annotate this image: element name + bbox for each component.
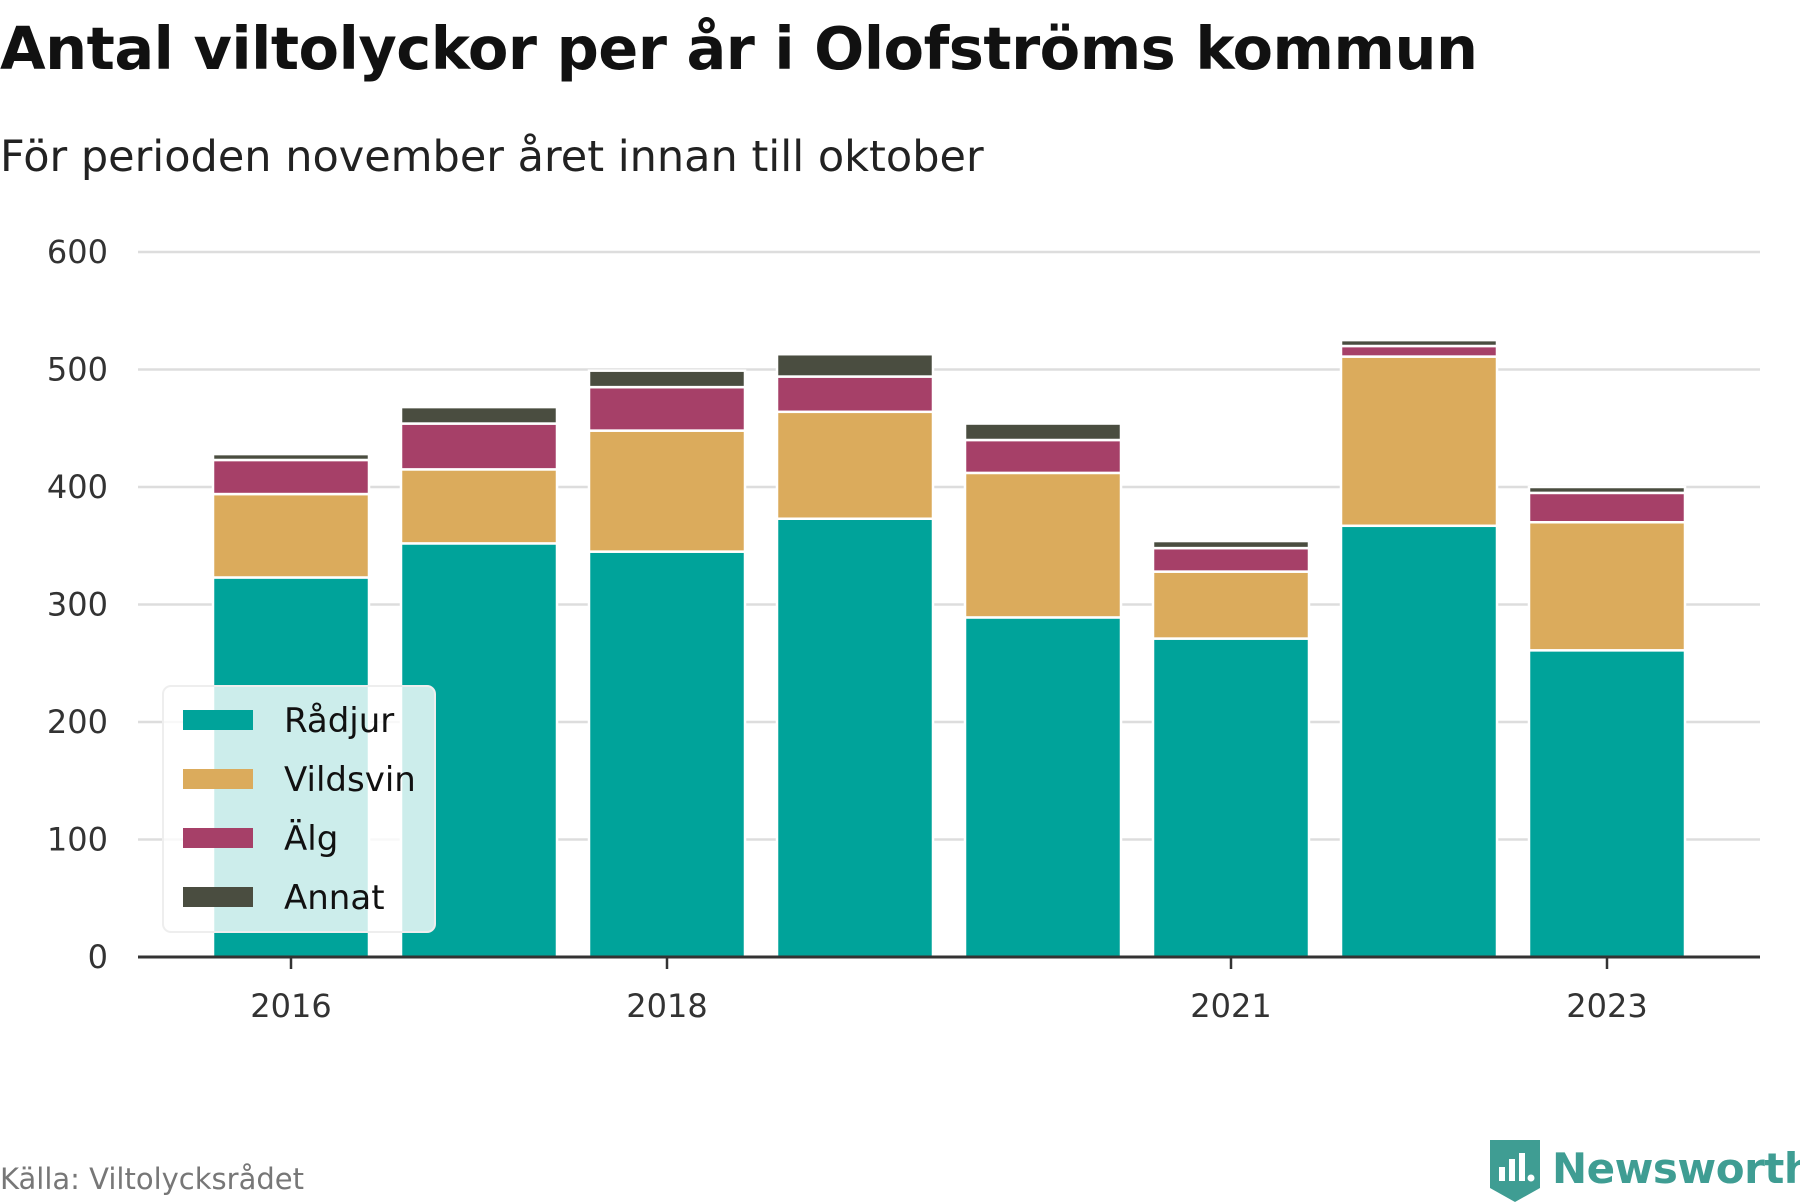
bar-stack [587, 369, 747, 959]
bar-segment [963, 616, 1123, 959]
bar-segment [1151, 570, 1311, 640]
legend-label: Älg [284, 819, 338, 859]
bar-segment [1151, 546, 1311, 573]
bar-segment [775, 352, 935, 378]
bar-segment [399, 468, 559, 545]
source-note: Källa: Viltolycksrådet [0, 1162, 304, 1196]
bar-segment [399, 405, 559, 425]
chart-title: Antal viltolyckor per år i Olofströms ko… [0, 14, 1478, 83]
y-tick-label: 400 [47, 468, 108, 506]
legend-label: Rådjur [284, 701, 394, 741]
legend-box [162, 685, 436, 933]
y-tick-label: 100 [47, 821, 108, 859]
bar-segment [775, 517, 935, 959]
bar-segment [587, 550, 747, 959]
bar-segment [587, 385, 747, 432]
legend-swatch [183, 769, 253, 789]
bar-stack [775, 352, 935, 959]
x-tick-label: 2016 [250, 987, 331, 1025]
y-tick-label: 0 [88, 938, 108, 976]
bar-segment [963, 422, 1123, 442]
bar-segment [1339, 355, 1499, 528]
bar-segment [587, 369, 747, 389]
bar-segment [1151, 539, 1311, 550]
bar-segment [587, 429, 747, 553]
bar-segment [399, 422, 559, 471]
x-tick-label: 2021 [1190, 987, 1271, 1025]
bar-segment [1527, 521, 1687, 652]
bar-segment [1527, 649, 1687, 959]
bar-stack [1151, 539, 1311, 959]
legend-swatch [183, 710, 253, 730]
bar-stack [1339, 338, 1499, 959]
bar-segment [775, 375, 935, 414]
legend: Rådjur Vildsvin Älg Annat [162, 685, 436, 933]
newsworthy-logo: Newsworthy [1490, 1140, 1800, 1202]
y-tick-label: 600 [47, 233, 108, 271]
bar-segment [1339, 524, 1499, 959]
bar-segment [211, 458, 371, 496]
newsworthy-brand-name: Newsworthy [1552, 1144, 1800, 1193]
bar-segment [211, 492, 371, 579]
x-tick-label: 2018 [626, 987, 707, 1025]
bar-segment [1527, 485, 1687, 495]
bar-segment [1151, 637, 1311, 959]
newsworthy-logo-icon [1490, 1140, 1540, 1202]
x-tick-label: 2023 [1566, 987, 1647, 1025]
legend-label: Annat [284, 878, 385, 918]
legend-swatch [183, 828, 253, 848]
bar-segment [963, 438, 1123, 475]
bar-segment [211, 452, 371, 462]
bar-segment [1339, 344, 1499, 358]
legend-label: Vildsvin [284, 760, 416, 800]
y-tick-label: 500 [47, 351, 108, 389]
bar-segment [1339, 338, 1499, 348]
bar-stack [963, 422, 1123, 959]
bar-segment [775, 410, 935, 520]
bar-stack [1527, 485, 1687, 959]
legend-swatch [183, 887, 253, 907]
bar-segment [1527, 491, 1687, 524]
chart-subtitle: För perioden november året innan till ok… [0, 132, 984, 182]
y-tick-label: 300 [47, 586, 108, 624]
y-tick-label: 200 [47, 703, 108, 741]
bar-segment [963, 471, 1123, 619]
